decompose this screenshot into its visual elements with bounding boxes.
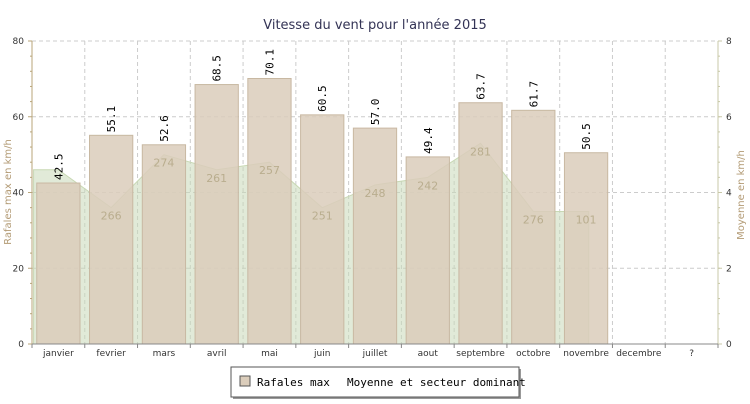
- x-tick-label: decembre: [616, 349, 662, 359]
- bar-value-label: 49.4: [422, 127, 435, 154]
- data-labels: 42.5 55.1 52.6 68.5 70.1 60.5 57.0 49.4 63.7 61.7…: [52, 49, 596, 226]
- direction-label: 274: [153, 157, 174, 170]
- bar-octobre: [511, 109, 556, 345]
- direction-label: 242: [417, 179, 438, 192]
- direction-label: 101: [576, 213, 597, 226]
- legend: Rafales max Moyenne et secteur dominant: [230, 366, 526, 399]
- direction-label: 251: [312, 210, 333, 223]
- direction-label: 276: [523, 213, 544, 226]
- x-tick-label: ?: [689, 349, 694, 359]
- right-tick-label: 4: [726, 189, 732, 199]
- bar-value-label: 57.0: [369, 99, 382, 126]
- bar-value-label: 61.7: [527, 81, 540, 108]
- bar-value-label: 52.6: [158, 115, 171, 142]
- chart-title: Vitesse du vent pour l'année 2015: [263, 18, 487, 33]
- right-tick-label: 0: [726, 340, 732, 350]
- legend-label-average: Moyenne et secteur dominant: [347, 376, 526, 389]
- bar-fevrier: [89, 134, 134, 345]
- bar-value-label: 60.5: [316, 85, 329, 112]
- bar-juillet: [352, 127, 398, 345]
- gust-bar-series: [36, 77, 609, 345]
- bar-value-label: 50.5: [580, 123, 593, 150]
- bar-mai: [247, 77, 292, 345]
- left-tick-label: 40: [13, 189, 25, 199]
- bar-value-label: 63.7: [475, 73, 488, 100]
- direction-label: 257: [259, 164, 280, 177]
- bar-value-label: 70.1: [263, 49, 276, 76]
- left-tick-label: 80: [13, 37, 25, 47]
- bar-mars: [141, 144, 187, 345]
- legend-label-bars: Rafales max: [257, 376, 330, 389]
- right-tick-label: 2: [726, 264, 732, 274]
- left-tick-label: 20: [13, 264, 25, 274]
- bar-value-label: 68.5: [211, 55, 224, 82]
- left-tick-label: 60: [13, 113, 25, 123]
- x-tick-label: fevrier: [96, 349, 126, 359]
- left-tick-label: 0: [18, 340, 24, 350]
- legend-swatch-bars: [239, 375, 251, 387]
- axes: 0 20 40 60 80 0 2 4 6 8 janvier fevrier mars avril mai…: [13, 37, 732, 359]
- bar-value-label: 55.1: [105, 106, 118, 132]
- right-tick-label: 6: [726, 113, 732, 123]
- x-tick-label: juillet: [362, 349, 388, 359]
- direction-label: 248: [365, 187, 386, 200]
- x-tick-label: avril: [207, 349, 227, 359]
- bar-septembre: [458, 102, 503, 345]
- legend-box: [230, 366, 520, 398]
- right-tick-label: 8: [726, 37, 732, 47]
- x-tick-label: mai: [261, 349, 278, 359]
- x-tick-label: aout: [418, 349, 439, 359]
- bar-janvier: [36, 182, 81, 345]
- bar-avril: [194, 84, 239, 345]
- direction-label: 266: [101, 210, 122, 223]
- x-tick-label: septembre: [456, 349, 505, 359]
- x-tick-label: juin: [313, 349, 330, 359]
- bar-value-label: 42.5: [52, 154, 65, 181]
- bar-aout: [405, 156, 450, 345]
- x-tick-label: janvier: [42, 349, 74, 359]
- x-tick-label: octobre: [516, 349, 551, 359]
- direction-label: 261: [206, 172, 227, 185]
- right-axis-label: Moyenne en km/h: [736, 150, 747, 240]
- bar-novembre: [563, 152, 609, 345]
- bar-juin: [300, 114, 345, 345]
- direction-label: 281: [470, 145, 491, 158]
- x-tick-label: mars: [153, 349, 176, 359]
- x-tick-label: novembre: [563, 349, 609, 359]
- left-axis-label: Rafales max en km/h: [3, 139, 14, 245]
